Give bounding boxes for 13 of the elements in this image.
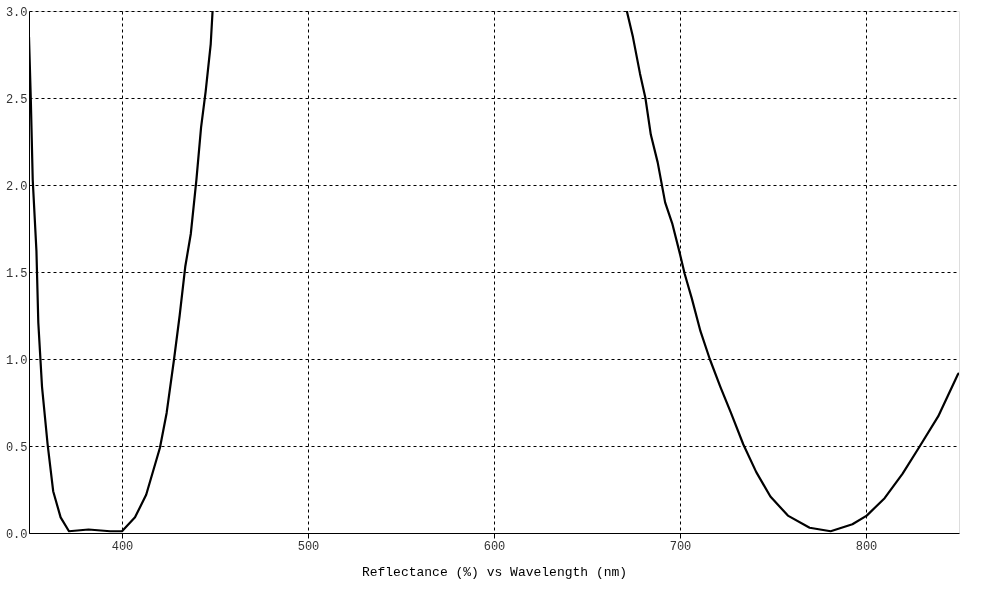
x-tick-label: 500 [297, 539, 320, 554]
y-tick-label: 2.0 [5, 179, 28, 194]
x-tick-label: 400 [111, 539, 134, 554]
y-tick-label: 0.0 [5, 527, 28, 542]
x-axis-title: Reflectance (%) vs Wavelength (nm) [361, 564, 628, 580]
y-tick-label: 0.5 [5, 440, 28, 455]
y-tick-label: 1.5 [5, 266, 28, 281]
x-tick-label: 800 [855, 539, 878, 554]
x-tick-label: 700 [669, 539, 692, 554]
y-tick-label: 1.0 [5, 353, 28, 368]
y-tick-label: 2.5 [5, 92, 28, 107]
x-tick-label: 600 [483, 539, 506, 554]
y-tick-label: 3.0 [5, 5, 28, 20]
